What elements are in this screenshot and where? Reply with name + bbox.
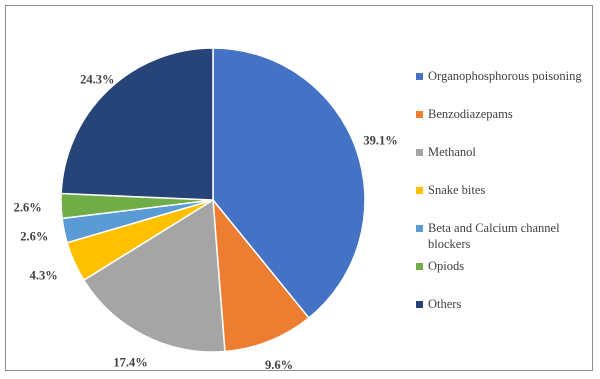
legend-label-others: Others — [428, 297, 462, 311]
legend-label-opiods: Opiods — [428, 259, 465, 273]
data-label-snake-bites: 4.3% — [30, 269, 58, 283]
legend-swatch-opiods — [416, 263, 423, 270]
legend-swatch-beta-calcium — [416, 225, 423, 232]
legend-item-opiods: Opiods — [416, 258, 596, 274]
legend-label-benzodiazepams: Benzodiazepams — [428, 107, 513, 121]
legend-swatch-benzodiazepams — [416, 111, 423, 118]
legend-label-methanol: Methanol — [428, 145, 476, 159]
legend-label-beta-calcium: Beta and Calcium channel blockers — [428, 221, 560, 251]
legend: Organophosphorous poisoning Benzodiazepa… — [416, 68, 596, 312]
data-label-methanol: 17.4% — [113, 356, 147, 370]
pie-slices — [60, 47, 366, 353]
pie-slice-benzodiazepams — [212, 197, 310, 353]
legend-swatch-methanol — [416, 149, 423, 156]
legend-item-organophosphorous: Organophosphorous poisoning — [416, 68, 596, 84]
pie-data-labels: 39.1% 9.6% 17.4% 4.3% 2.6% 2.6% 24.3% — [14, 72, 398, 372]
legend-label-organophosphorous: Organophosphorous poisoning — [428, 69, 582, 83]
data-label-benzodiazepams: 9.6% — [265, 358, 293, 372]
pie-slice-methanol — [82, 198, 226, 353]
data-label-beta-calcium: 2.6% — [20, 230, 48, 244]
legend-swatch-snake-bites — [416, 187, 423, 194]
data-label-opiods: 2.6% — [14, 200, 42, 214]
legend-swatch-organophosphorous — [416, 73, 423, 80]
legend-item-snake-bites: Snake bites — [416, 182, 596, 198]
legend-item-methanol: Methanol — [416, 144, 596, 160]
legend-label-snake-bites: Snake bites — [428, 183, 486, 197]
pie-slice-organophosphorous — [212, 47, 366, 320]
data-label-organophosphorous: 39.1% — [363, 134, 397, 148]
legend-swatch-others — [416, 301, 423, 308]
chart-frame: 39.1% 9.6% 17.4% 4.3% 2.6% 2.6% 24.3% Organoph… — [5, 5, 596, 372]
legend-item-beta-calcium: Beta and Calcium channel blockers — [416, 220, 596, 252]
legend-item-others: Others — [416, 296, 596, 312]
pie-slice-others — [60, 47, 214, 201]
data-label-others: 24.3% — [80, 72, 114, 86]
pie-chart: 39.1% 9.6% 17.4% 4.3% 2.6% 2.6% 24.3% — [14, 47, 398, 372]
legend-item-benzodiazepams: Benzodiazepams — [416, 106, 596, 122]
